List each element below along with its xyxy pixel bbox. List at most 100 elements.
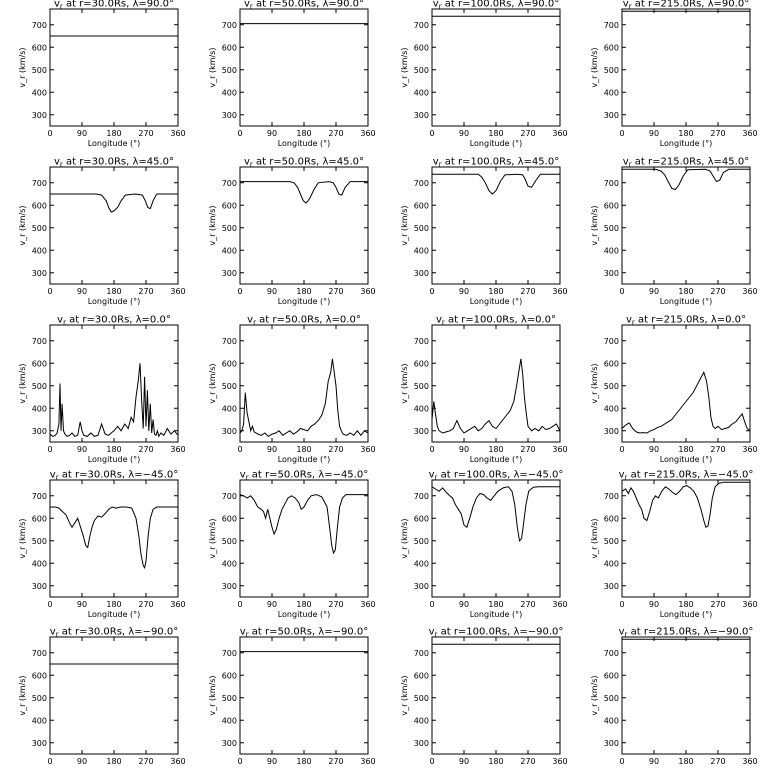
panel-2-1: vr at r=50.0Rs, λ=0.0° 0 90 180 270 360 300 400… <box>208 315 376 465</box>
x-tick-label: 270 <box>138 757 153 766</box>
x-tick-label: 360 <box>360 600 375 609</box>
y-tick-label: 300 <box>414 582 429 591</box>
y-tick-label: 700 <box>414 179 429 188</box>
y-tick-label: 700 <box>222 337 237 346</box>
x-tick-label: 90 <box>77 757 87 766</box>
y-tick-label: 500 <box>604 224 619 233</box>
y-tick-label: 500 <box>604 537 619 546</box>
panel-title: vr at r=100.0Rs, λ=90.0° <box>433 0 559 11</box>
x-axis-label: Longitude (°) <box>660 297 713 306</box>
x-tick-label: 90 <box>649 129 659 138</box>
y-tick-label: 600 <box>32 201 47 210</box>
plot-frame <box>239 166 369 285</box>
x-tick-label: 180 <box>106 287 121 296</box>
panel-title: vr at r=50.0Rs, λ=0.0° <box>247 315 361 327</box>
x-tick-label: 0 <box>47 287 52 296</box>
y-tick-label: 300 <box>604 111 619 120</box>
x-tick-label: 180 <box>296 287 311 296</box>
y-tick-label: 600 <box>604 359 619 368</box>
x-axis-label: Longitude (°) <box>278 455 331 464</box>
x-tick-label: 90 <box>649 287 659 296</box>
x-tick-label: 180 <box>488 757 503 766</box>
plot-frame <box>621 479 751 598</box>
x-tick-label: 270 <box>328 287 343 296</box>
x-tick-label: 180 <box>678 445 693 454</box>
y-tick-label: 400 <box>32 559 47 568</box>
x-tick-label: 270 <box>328 129 343 138</box>
y-tick-label: 500 <box>222 537 237 546</box>
y-tick-label: 600 <box>222 671 237 680</box>
y-axis-label: v_r (km/s) <box>208 518 217 558</box>
plot-frame <box>431 324 561 443</box>
panel-4-2: vr at r=100.0Rs, λ=−90.0° 0 90 180 270 360 300… <box>400 627 568 768</box>
x-tick-label: 90 <box>77 600 87 609</box>
x-tick-label: 0 <box>47 129 52 138</box>
y-tick-label: 700 <box>604 179 619 188</box>
y-tick-label: 500 <box>222 382 237 391</box>
data-line <box>432 173 560 195</box>
panel-0-0: vr at r=30.0Rs, λ=90.0° 0 90 180 270 360 300 40… <box>18 0 186 148</box>
plot-frame <box>431 8 561 127</box>
x-tick-label: 90 <box>459 757 469 766</box>
y-tick-label: 600 <box>604 201 619 210</box>
x-tick-label: 180 <box>488 600 503 609</box>
panel-title: vr at r=50.0Rs, λ=−45.0° <box>240 470 368 482</box>
x-tick-label: 270 <box>520 757 535 766</box>
x-tick-label: 360 <box>742 757 757 766</box>
y-tick-label: 400 <box>414 716 429 725</box>
x-tick-label: 90 <box>77 129 87 138</box>
y-tick-label: 400 <box>222 404 237 413</box>
panel-title: vr at r=30.0Rs, λ=−45.0° <box>50 470 178 482</box>
x-tick-label: 360 <box>552 445 567 454</box>
x-tick-label: 360 <box>360 445 375 454</box>
y-tick-label: 700 <box>222 21 237 30</box>
plot-frame <box>621 8 751 127</box>
x-tick-label: 360 <box>170 445 185 454</box>
y-tick-label: 300 <box>414 739 429 748</box>
y-tick-label: 600 <box>604 43 619 52</box>
y-axis-label: v_r (km/s) <box>208 47 217 87</box>
plot-frame <box>431 636 561 755</box>
plot-frame <box>431 166 561 285</box>
plot-frame <box>49 479 179 598</box>
x-tick-label: 180 <box>678 600 693 609</box>
x-tick-label: 270 <box>710 129 725 138</box>
x-tick-label: 360 <box>170 129 185 138</box>
y-tick-label: 700 <box>604 649 619 658</box>
x-tick-label: 270 <box>138 129 153 138</box>
y-tick-label: 600 <box>604 671 619 680</box>
y-tick-label: 400 <box>32 88 47 97</box>
panel-0-1: vr at r=50.0Rs, λ=90.0° 0 90 180 270 360 300 40… <box>208 0 376 148</box>
x-tick-label: 90 <box>459 600 469 609</box>
y-tick-label: 600 <box>32 359 47 368</box>
panel-title: vr at r=215.0Rs, λ=−90.0° <box>619 627 754 639</box>
panel-3-2: vr at r=100.0Rs, λ=−45.0° 0 90 180 270 360 300… <box>400 470 568 620</box>
y-tick-label: 500 <box>414 66 429 75</box>
x-tick-label: 180 <box>296 129 311 138</box>
x-tick-label: 90 <box>459 129 469 138</box>
y-tick-label: 600 <box>32 43 47 52</box>
panel-4-0: vr at r=30.0Rs, λ=−90.0° 0 90 180 270 360 300 4… <box>18 627 186 768</box>
y-axis-label: v_r (km/s) <box>208 363 217 403</box>
x-tick-label: 0 <box>619 600 624 609</box>
x-tick-label: 0 <box>47 757 52 766</box>
y-tick-label: 600 <box>32 514 47 523</box>
plot-frame <box>621 166 751 285</box>
y-tick-label: 600 <box>222 43 237 52</box>
y-tick-label: 400 <box>604 88 619 97</box>
data-line <box>50 506 178 570</box>
y-tick-label: 600 <box>222 201 237 210</box>
y-tick-label: 700 <box>32 649 47 658</box>
data-line <box>50 193 178 213</box>
x-tick-label: 180 <box>296 757 311 766</box>
x-tick-label: 0 <box>237 600 242 609</box>
x-tick-label: 270 <box>138 600 153 609</box>
y-tick-label: 400 <box>32 404 47 413</box>
y-tick-label: 300 <box>222 427 237 436</box>
x-tick-label: 0 <box>429 757 434 766</box>
y-tick-label: 600 <box>414 514 429 523</box>
panel-1-1: vr at r=50.0Rs, λ=45.0° 0 90 180 270 360 300 40… <box>208 157 376 307</box>
plot-frame <box>49 8 179 127</box>
x-tick-label: 0 <box>47 445 52 454</box>
y-tick-label: 400 <box>222 246 237 255</box>
